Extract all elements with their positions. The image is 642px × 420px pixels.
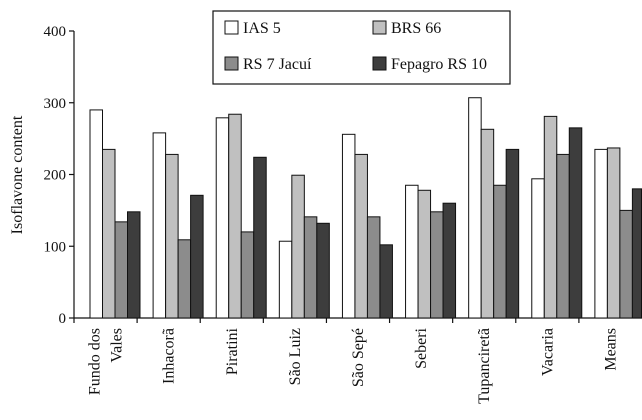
x-category-label: Inhacorã bbox=[161, 328, 178, 384]
x-category-label: Fundo dos Vales bbox=[87, 328, 126, 395]
bar-fepagro-rs-10-7 bbox=[568, 127, 583, 319]
bar-ias-5-1 bbox=[152, 132, 167, 319]
y-tick-label: 200 bbox=[44, 168, 67, 184]
legend-entry: BRS 66 bbox=[372, 20, 441, 37]
legend-box bbox=[212, 10, 511, 85]
x-category-label: Tupanciretã bbox=[476, 328, 493, 404]
bar-brs-66-8 bbox=[606, 147, 621, 319]
bar-rs-7-jacu--5 bbox=[430, 211, 444, 319]
bar-rs-7-jacu--4 bbox=[366, 216, 381, 319]
bar-brs-66-0 bbox=[102, 148, 116, 319]
bar-brs-66-1 bbox=[165, 153, 179, 319]
x-category-label: Piratini bbox=[224, 327, 241, 375]
bar-ias-5-7 bbox=[531, 178, 545, 319]
bar-ias-5-4 bbox=[341, 133, 356, 319]
bar-ias-5-0 bbox=[89, 109, 103, 319]
y-tick-label: 100 bbox=[44, 239, 67, 255]
bar-fepagro-rs-10-5 bbox=[442, 202, 457, 319]
bar-brs-66-2 bbox=[228, 113, 242, 319]
y-tick-label: 0 bbox=[59, 311, 67, 327]
bar-ias-5-8 bbox=[594, 148, 608, 319]
bar-rs-7-jacu--2 bbox=[240, 231, 255, 319]
legend-swatch bbox=[224, 20, 239, 35]
x-tick-label: São Sepé bbox=[350, 328, 367, 387]
legend-swatch bbox=[224, 56, 239, 71]
bar-ias-5-5 bbox=[405, 184, 419, 319]
x-category-label: Means bbox=[602, 328, 619, 371]
bar-fepagro-rs-10-3 bbox=[316, 222, 330, 319]
x-tick-label: Fundo dos bbox=[87, 328, 104, 395]
y-axis-label: Isoflavone content bbox=[9, 115, 26, 234]
x-category-label: São Luiz bbox=[287, 328, 304, 385]
legend-entry: RS 7 Jacuí bbox=[224, 56, 312, 73]
bar-brs-66-4 bbox=[354, 153, 368, 319]
x-category-label: Seberi bbox=[413, 327, 430, 368]
bar-rs-7-jacu--8 bbox=[619, 209, 633, 319]
bar-fepagro-rs-10-8 bbox=[631, 188, 642, 319]
bar-rs-7-jacu--7 bbox=[556, 153, 570, 319]
x-tick-label: São Luiz bbox=[287, 328, 304, 385]
bar-rs-7-jacu--6 bbox=[493, 184, 507, 319]
bar-rs-7-jacu--0 bbox=[114, 221, 128, 319]
bar-brs-66-5 bbox=[417, 189, 432, 319]
bar-brs-66-3 bbox=[291, 174, 305, 319]
bar-fepagro-rs-10-6 bbox=[505, 148, 520, 319]
bar-brs-66-7 bbox=[543, 115, 558, 319]
legend-label: BRS 66 bbox=[391, 20, 441, 37]
x-category-label: Vacaria bbox=[539, 328, 556, 376]
bar-fepagro-rs-10-1 bbox=[190, 194, 204, 319]
x-tick-labels: Fundo dos Vales Inhacorã Piratini São Luiz Sã… bbox=[87, 327, 620, 403]
x-category-label: São Sepé bbox=[350, 328, 367, 387]
bar-brs-66-6 bbox=[480, 128, 495, 319]
x-tick-label: Vales bbox=[109, 328, 126, 363]
bar-rs-7-jacu--3 bbox=[303, 216, 318, 319]
legend-label: IAS 5 bbox=[243, 20, 281, 37]
legend-entry: IAS 5 bbox=[224, 20, 281, 37]
bar-fepagro-rs-10-4 bbox=[379, 244, 393, 319]
bar-fepagro-rs-10-0 bbox=[127, 211, 141, 319]
y-tick-label: 300 bbox=[44, 96, 67, 112]
bar-ias-5-6 bbox=[468, 97, 482, 319]
bar-fepagro-rs-10-2 bbox=[253, 156, 267, 319]
legend-label: Fepagro RS 10 bbox=[391, 56, 487, 73]
legend-swatch bbox=[372, 56, 387, 71]
x-tick-label: Vacaria bbox=[539, 328, 556, 376]
x-tick-label: Tupanciretã bbox=[476, 328, 493, 404]
y-tick-label: 400 bbox=[44, 24, 67, 40]
x-tick-label: Seberi bbox=[413, 327, 430, 368]
bar-rs-7-jacu--1 bbox=[177, 239, 192, 319]
bars bbox=[89, 97, 642, 319]
legend-swatch bbox=[372, 20, 387, 35]
x-tick-label: Inhacorã bbox=[161, 328, 178, 384]
legend: IAS 5 BRS 66 RS 7 Jacuí Fepagro RS 10 bbox=[212, 10, 511, 85]
bar-ias-5-2 bbox=[215, 117, 230, 319]
x-tick-label: Piratini bbox=[224, 327, 241, 375]
x-tick-label: Means bbox=[602, 328, 619, 371]
legend-label: RS 7 Jacuí bbox=[243, 56, 312, 73]
legend-entry: Fepagro RS 10 bbox=[372, 56, 487, 73]
bar-ias-5-3 bbox=[278, 240, 293, 319]
